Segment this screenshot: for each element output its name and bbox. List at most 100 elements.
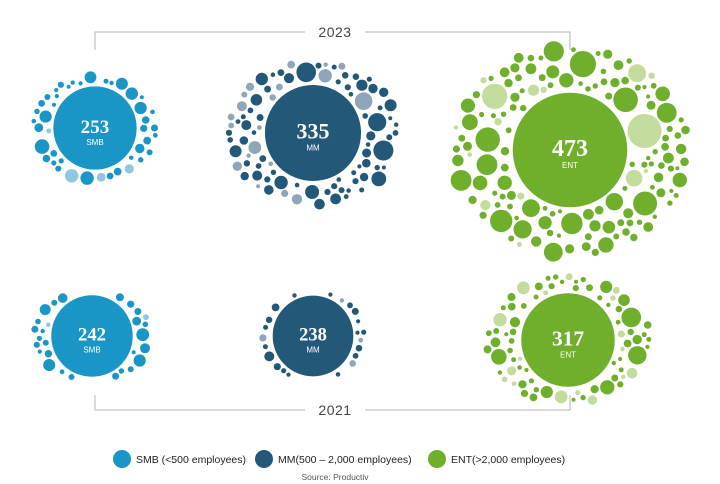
bubble-ent-2023 <box>603 49 613 59</box>
bubble-mm-2023 <box>246 153 251 158</box>
segment-label-mm-2023: MM <box>306 144 320 153</box>
bubble-mm-2023 <box>255 163 262 169</box>
bubble-ent-2023 <box>581 242 591 252</box>
bubble-mm-2023 <box>294 182 300 188</box>
bubble-ent-2023 <box>658 162 665 169</box>
bubble-mm-2023 <box>239 136 249 145</box>
bubble-smb-2021 <box>140 343 150 354</box>
bubble-ent-2023 <box>492 190 498 196</box>
bubble-ent-2023 <box>561 212 583 235</box>
bubble-mm-2023 <box>365 142 371 147</box>
bubble-smb-2023 <box>113 167 122 176</box>
bubble-ent-2021 <box>508 338 515 344</box>
bubble-smb-2023 <box>39 110 52 123</box>
bubble-mm-2023 <box>270 169 277 175</box>
bubble-ent-2021 <box>617 330 625 338</box>
bubble-ent-2021 <box>587 395 598 405</box>
bubble-ent-2021 <box>553 274 559 280</box>
bubble-mm-2023 <box>257 125 262 130</box>
bubble-ent-2021 <box>490 337 501 348</box>
bubble-ent-2023 <box>613 87 638 113</box>
bubble-smb-2023 <box>139 95 144 100</box>
bubble-mm-2023 <box>352 73 360 80</box>
bubble-ent-2023 <box>559 73 574 88</box>
bubble-ent-2021 <box>534 282 543 291</box>
bubble-mm-2023 <box>335 79 341 85</box>
bubble-smb-2023 <box>44 94 51 100</box>
bubble-mm-2023 <box>291 194 303 205</box>
bubble-ent-2023 <box>583 208 594 220</box>
bubble-smb-2021 <box>51 299 58 306</box>
bubble-mm-2023 <box>274 175 288 190</box>
segment-label-mm-2021: MM <box>306 346 320 355</box>
bubble-smb-2021 <box>31 325 39 333</box>
bubble-ent-2023 <box>468 195 477 205</box>
bubble-smb-2023 <box>34 123 44 133</box>
bubble-mm-2023 <box>348 92 354 97</box>
bubble-ent-2023 <box>515 74 522 82</box>
bubble-mm-2023 <box>368 113 387 132</box>
bubble-ent-2023 <box>643 222 654 232</box>
bubble-ent-2023 <box>669 188 674 193</box>
bubble-ent-2021 <box>509 328 517 336</box>
bubble-ent-2021 <box>497 370 503 375</box>
bubble-ent-2023 <box>546 229 554 237</box>
bubble-mm-2023 <box>392 130 399 136</box>
bubble-ent-2023 <box>472 91 480 99</box>
bubble-smb-2023 <box>46 128 52 134</box>
bubble-ent-2023 <box>602 220 616 234</box>
bubble-mm-2023 <box>277 69 285 76</box>
bubble-ent-2023 <box>627 114 662 148</box>
bubble-ent-2023 <box>476 154 498 176</box>
bubble-ent-2023 <box>507 203 513 210</box>
bubble-smb-2023 <box>129 155 134 160</box>
bubble-ent-2023 <box>556 233 562 238</box>
bubble-mm-2021 <box>265 316 273 323</box>
bubble-ent-2021 <box>517 281 530 295</box>
bubble-ent-2023 <box>520 104 527 112</box>
bubble-mm-2023 <box>240 114 246 120</box>
bubble-mm-2023 <box>269 94 276 101</box>
bubble-mm-2023 <box>331 64 337 70</box>
bubble-mm-2023 <box>386 134 393 141</box>
bubble-ent-2021 <box>615 305 623 313</box>
bubble-ent-2021 <box>507 347 513 354</box>
bubble-smb-2023 <box>106 172 114 180</box>
bubble-ent-2021 <box>485 330 492 337</box>
main-bubble-mm-2021 <box>271 294 355 378</box>
bubble-smb-2023 <box>151 124 158 132</box>
bubble-smb-2021 <box>68 374 75 380</box>
bubble-ent-2023 <box>661 142 669 151</box>
value-label-mm-2021: 238 <box>299 326 327 346</box>
bubble-mm-2023 <box>264 185 274 195</box>
bubble-mm-2023 <box>318 69 332 83</box>
bubble-smb-2023 <box>143 136 152 145</box>
bubble-ent-2021 <box>511 357 517 363</box>
bubble-ent-2023 <box>648 161 654 167</box>
bubble-ent-2023 <box>499 193 506 200</box>
bubble-mm-2023 <box>235 119 241 124</box>
bubble-smb-2023 <box>109 80 114 86</box>
bubble-ent-2023 <box>479 111 485 118</box>
bubble-smb-2021 <box>39 304 51 316</box>
bubble-mm-2023 <box>276 83 283 91</box>
bubble-smb-2023 <box>138 157 144 163</box>
bubble-mm-2023 <box>229 145 242 158</box>
bubble-smb-2023 <box>31 118 37 124</box>
bubble-ent-2021 <box>618 367 624 373</box>
bubble-mm-2023 <box>362 113 369 119</box>
bubble-ent-2023 <box>680 157 689 167</box>
bubble-ent-2023 <box>650 184 655 190</box>
bubble-mm-2021 <box>358 337 364 343</box>
bubble-smb-2023 <box>78 81 83 86</box>
bubble-ent-2023 <box>509 104 517 111</box>
bubble-ent-2023 <box>636 219 643 225</box>
bubble-ent-2023 <box>494 202 501 208</box>
bubble-mm-2023 <box>394 122 399 127</box>
bubble-smb-2021 <box>42 339 49 346</box>
bubble-ent-2021 <box>590 385 599 394</box>
bubble-ent-2021 <box>611 374 619 382</box>
